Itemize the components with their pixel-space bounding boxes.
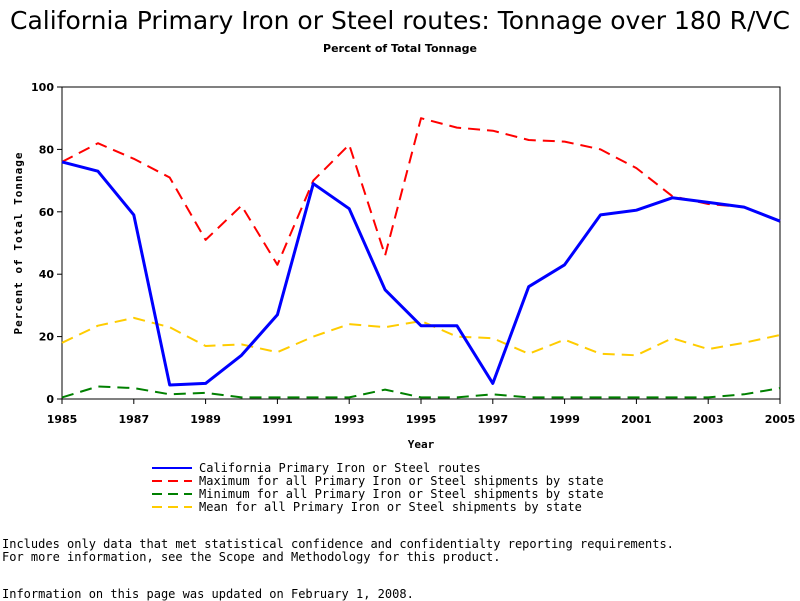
legend-label-0: California Primary Iron or Steel routes <box>199 461 481 475</box>
chart-title: California Primary Iron or Steel routes:… <box>10 6 790 35</box>
x-tick-label: 1999 <box>549 413 580 426</box>
plot-area-frame <box>61 86 781 400</box>
y-tick-label: 100 <box>31 81 54 94</box>
x-tick-label: 2003 <box>693 413 724 426</box>
legend-label-1: Maximum for all Primary Iron or Steel sh… <box>199 474 604 488</box>
series-line-0 <box>61 160 781 387</box>
updated-note: Information on this page was updated on … <box>2 587 414 601</box>
x-tick-label: 2001 <box>621 413 652 426</box>
x-tick-label: 1993 <box>334 413 365 426</box>
y-tick-label: 60 <box>39 206 55 219</box>
series-line-3 <box>61 316 781 357</box>
confidence-note: Includes only data that met statistical … <box>2 537 674 551</box>
legend-label-2: Minimum for all Primary Iron or Steel sh… <box>199 487 604 501</box>
x-tick-label: 2005 <box>765 413 796 426</box>
chart-subtitle: Percent of Total Tonnage <box>323 42 477 55</box>
y-axis-label: Percent of Total Tonnage <box>12 152 25 335</box>
x-axis-label: Year <box>408 438 435 451</box>
x-tick-label: 1987 <box>118 413 149 426</box>
series-line-2 <box>61 385 781 399</box>
x-tick-label: 1995 <box>406 413 437 426</box>
y-tick-label: 80 <box>39 143 55 156</box>
x-tick-label: 1991 <box>262 413 293 426</box>
x-tick-label: 1997 <box>477 413 508 426</box>
x-tick-label: 1989 <box>190 413 221 426</box>
x-tick-label: 1985 <box>47 413 78 426</box>
series-line-1 <box>61 117 781 266</box>
y-tick-label: 40 <box>39 268 55 281</box>
y-tick-label: 0 <box>46 393 54 406</box>
y-tick-label: 20 <box>39 331 55 344</box>
methodology-note: For more information, see the Scope and … <box>2 550 501 564</box>
legend-label-3: Mean for all Primary Iron or Steel shipm… <box>199 500 582 514</box>
